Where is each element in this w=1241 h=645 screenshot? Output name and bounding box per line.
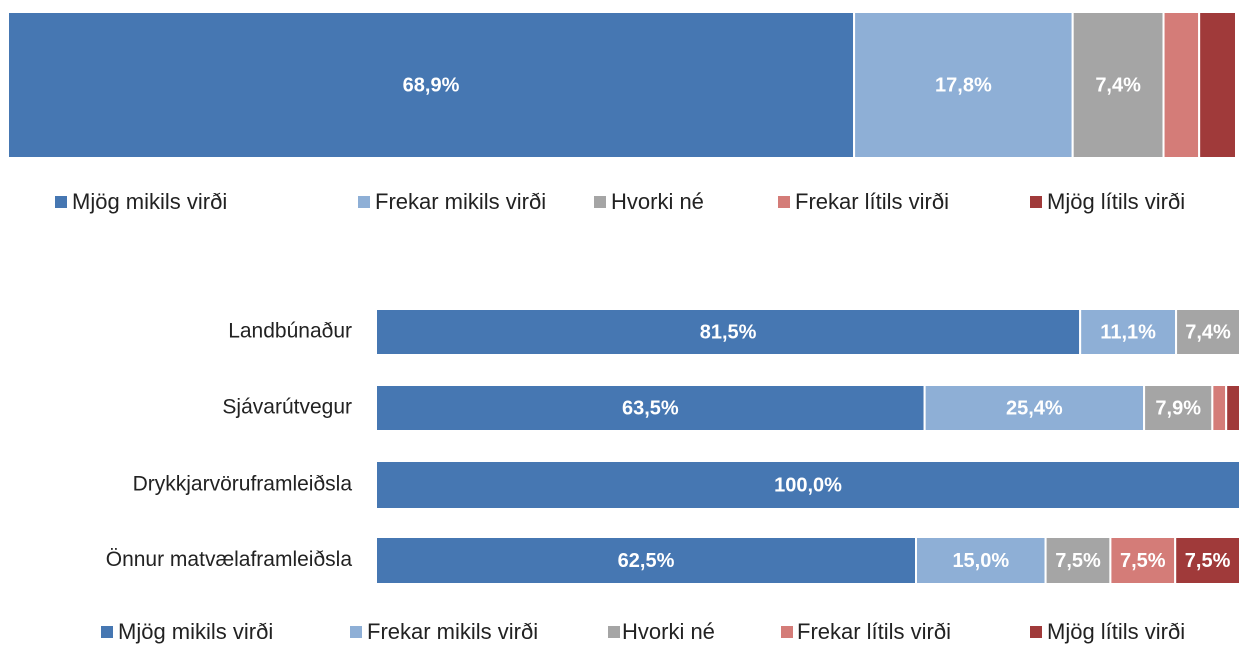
category-label: Landbúnaður: [228, 320, 352, 343]
legend-label: Mjög mikils virði: [118, 619, 273, 644]
bar-segment: [915, 536, 1047, 585]
legend-label: Frekar mikils virði: [375, 189, 546, 214]
data-label: 68,9%: [403, 74, 460, 96]
legend-swatch: [594, 196, 606, 208]
legend-swatch: [350, 626, 362, 638]
data-label: 11,1%: [1100, 321, 1156, 343]
bar-segment: [1225, 384, 1241, 432]
bar-segment: [1143, 384, 1214, 432]
bar-segment: [1198, 11, 1238, 159]
category-label: Drykkjarvöruframleiðsla: [133, 473, 353, 496]
bar-segment: [923, 384, 1146, 432]
legend-swatch: [101, 626, 113, 638]
bar-segment: [1071, 11, 1165, 159]
bar-segment: [1079, 308, 1178, 356]
data-label: 7,4%: [1095, 74, 1141, 96]
data-label: 7,5%: [1120, 550, 1166, 572]
bar-segment: [853, 11, 1074, 159]
data-label: 100,0%: [774, 474, 842, 496]
legend-label: Mjög lítils virði: [1047, 189, 1185, 214]
data-label: 63,5%: [622, 397, 679, 419]
legend-label: Hvorki né: [622, 619, 715, 644]
legend-swatch: [1030, 626, 1042, 638]
legend-label: Mjög mikils virði: [72, 189, 227, 214]
legend-label: Frekar lítils virði: [797, 619, 951, 644]
legend-label: Frekar lítils virði: [795, 189, 949, 214]
legend-label: Frekar mikils virði: [367, 619, 538, 644]
data-label: 7,5%: [1185, 550, 1231, 572]
legend-label: Hvorki né: [611, 189, 704, 214]
legend-swatch: [778, 196, 790, 208]
bar-segment: [1211, 384, 1228, 432]
bar-segment: [1109, 536, 1177, 585]
bar-segment: [1174, 536, 1241, 585]
data-label: 7,9%: [1155, 397, 1201, 419]
data-label: 15,0%: [952, 550, 1009, 572]
bar-segment: [375, 384, 926, 432]
category-label: Sjávarútvegur: [222, 396, 352, 419]
bar-segment: [1175, 308, 1241, 356]
data-label: 7,4%: [1185, 321, 1231, 343]
legend-swatch: [1030, 196, 1042, 208]
legend-swatch: [781, 626, 793, 638]
legend-swatch: [358, 196, 370, 208]
bar-segment: [1044, 536, 1112, 585]
data-label: 81,5%: [700, 321, 757, 343]
category-label: Önnur matvælaframleiðsla: [106, 548, 353, 571]
data-label: 25,4%: [1006, 397, 1063, 419]
legend-swatch: [608, 626, 620, 638]
bar-segment: [375, 460, 1241, 510]
legend-label: Mjög lítils virði: [1047, 619, 1185, 644]
data-label: 7,5%: [1055, 550, 1101, 572]
data-label: 62,5%: [618, 550, 675, 572]
bar-segment: [7, 11, 856, 159]
data-label: 17,8%: [935, 74, 992, 96]
bar-segment: [1162, 11, 1201, 159]
legend-swatch: [55, 196, 67, 208]
